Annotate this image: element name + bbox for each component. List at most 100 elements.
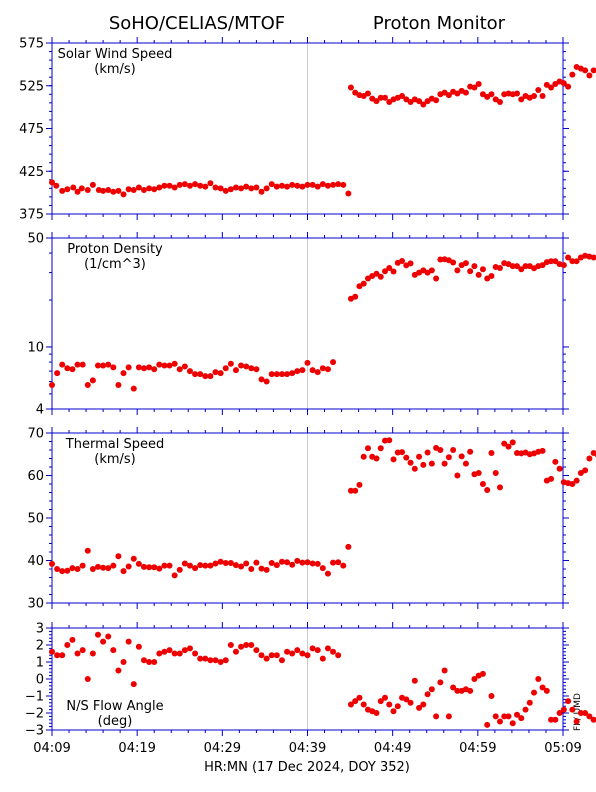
- data-point: [232, 184, 239, 191]
- data-point: [450, 447, 457, 453]
- data-point: [590, 449, 596, 456]
- y-tick-label: 525: [19, 79, 44, 94]
- data-point: [125, 638, 132, 645]
- data-point: [253, 366, 260, 373]
- data-point: [420, 701, 427, 708]
- data-point: [309, 560, 316, 567]
- data-point: [273, 562, 280, 569]
- data-point: [192, 650, 199, 657]
- data-point: [115, 553, 122, 560]
- data-point: [212, 369, 219, 376]
- data-point: [53, 182, 60, 189]
- data-point: [352, 487, 359, 494]
- data-point: [54, 566, 61, 572]
- data-point: [377, 273, 384, 280]
- data-point: [222, 657, 229, 664]
- data-point: [151, 186, 158, 193]
- monitor-title: Proton Monitor: [373, 13, 506, 34]
- data-point: [171, 360, 178, 367]
- data-point: [278, 371, 285, 378]
- data-point: [227, 560, 234, 567]
- data-point: [166, 362, 173, 369]
- data-point: [314, 183, 321, 190]
- data-point: [166, 182, 173, 189]
- data-point: [319, 565, 326, 572]
- data-point: [340, 181, 347, 188]
- data-point: [565, 83, 572, 90]
- data-point: [258, 652, 265, 659]
- y-tick-label: 40: [27, 554, 44, 569]
- data-point: [120, 191, 127, 198]
- data-point: [377, 94, 384, 101]
- x-tick-label: 04:59: [459, 741, 496, 756]
- data-point: [304, 559, 311, 566]
- data-point: [543, 687, 550, 694]
- data-point: [324, 182, 331, 189]
- data-point: [522, 263, 529, 270]
- data-point: [467, 687, 474, 694]
- data-point: [471, 676, 478, 682]
- data-point: [428, 267, 435, 274]
- data-point: [171, 572, 178, 579]
- data-point: [171, 184, 178, 191]
- data-point: [49, 560, 55, 567]
- panel-n-s-flow-angle: −3 −2 −1 0 1 2 3 N/S Flow Angle(deg): [25, 622, 596, 739]
- data-point: [428, 460, 435, 467]
- data-point: [64, 567, 71, 574]
- data-point: [273, 652, 280, 659]
- data-point: [217, 558, 224, 565]
- data-point: [552, 716, 559, 723]
- data-point: [273, 183, 280, 190]
- data-point: [181, 647, 188, 654]
- data-point: [151, 366, 158, 373]
- data-point: [373, 455, 380, 462]
- data-point: [565, 254, 572, 261]
- data-point: [238, 185, 245, 192]
- data-point: [501, 713, 508, 720]
- data-point: [166, 562, 173, 569]
- data-point: [424, 449, 431, 456]
- y-tick-label: 3: [36, 622, 44, 637]
- data-point: [156, 361, 163, 368]
- data-point: [176, 366, 183, 373]
- data-point: [445, 92, 452, 99]
- data-point: [186, 562, 193, 569]
- data-point: [79, 361, 86, 368]
- data-point: [364, 90, 371, 97]
- data-point: [192, 371, 199, 378]
- data-point: [217, 659, 224, 665]
- data-point: [100, 638, 107, 645]
- data-point: [284, 559, 291, 566]
- data-point: [232, 367, 239, 374]
- data-point: [416, 453, 423, 460]
- data-point: [146, 185, 153, 192]
- data-point: [382, 268, 389, 275]
- data-point: [573, 718, 580, 725]
- data-point: [330, 559, 337, 566]
- data-point: [212, 657, 219, 664]
- data-point: [433, 713, 440, 720]
- data-point: [140, 187, 147, 194]
- data-point: [471, 263, 478, 270]
- y-tick-label: −3: [25, 724, 44, 739]
- data-point: [105, 633, 112, 640]
- data-point: [364, 445, 371, 452]
- data-point: [130, 555, 137, 562]
- data-point: [304, 652, 311, 659]
- data-point: [176, 650, 183, 657]
- data-point: [207, 657, 214, 664]
- data-point: [420, 461, 427, 468]
- y-tick-label: 475: [19, 122, 44, 137]
- data-point: [399, 93, 406, 100]
- data-point: [454, 687, 461, 694]
- data-point: [518, 715, 525, 722]
- y-tick-label: 50: [27, 232, 44, 247]
- data-point: [105, 361, 112, 368]
- data-point: [560, 80, 567, 87]
- data-point: [479, 481, 486, 487]
- data-point: [273, 371, 280, 378]
- data-point: [74, 188, 81, 195]
- data-point: [420, 101, 427, 108]
- data-point: [74, 650, 81, 657]
